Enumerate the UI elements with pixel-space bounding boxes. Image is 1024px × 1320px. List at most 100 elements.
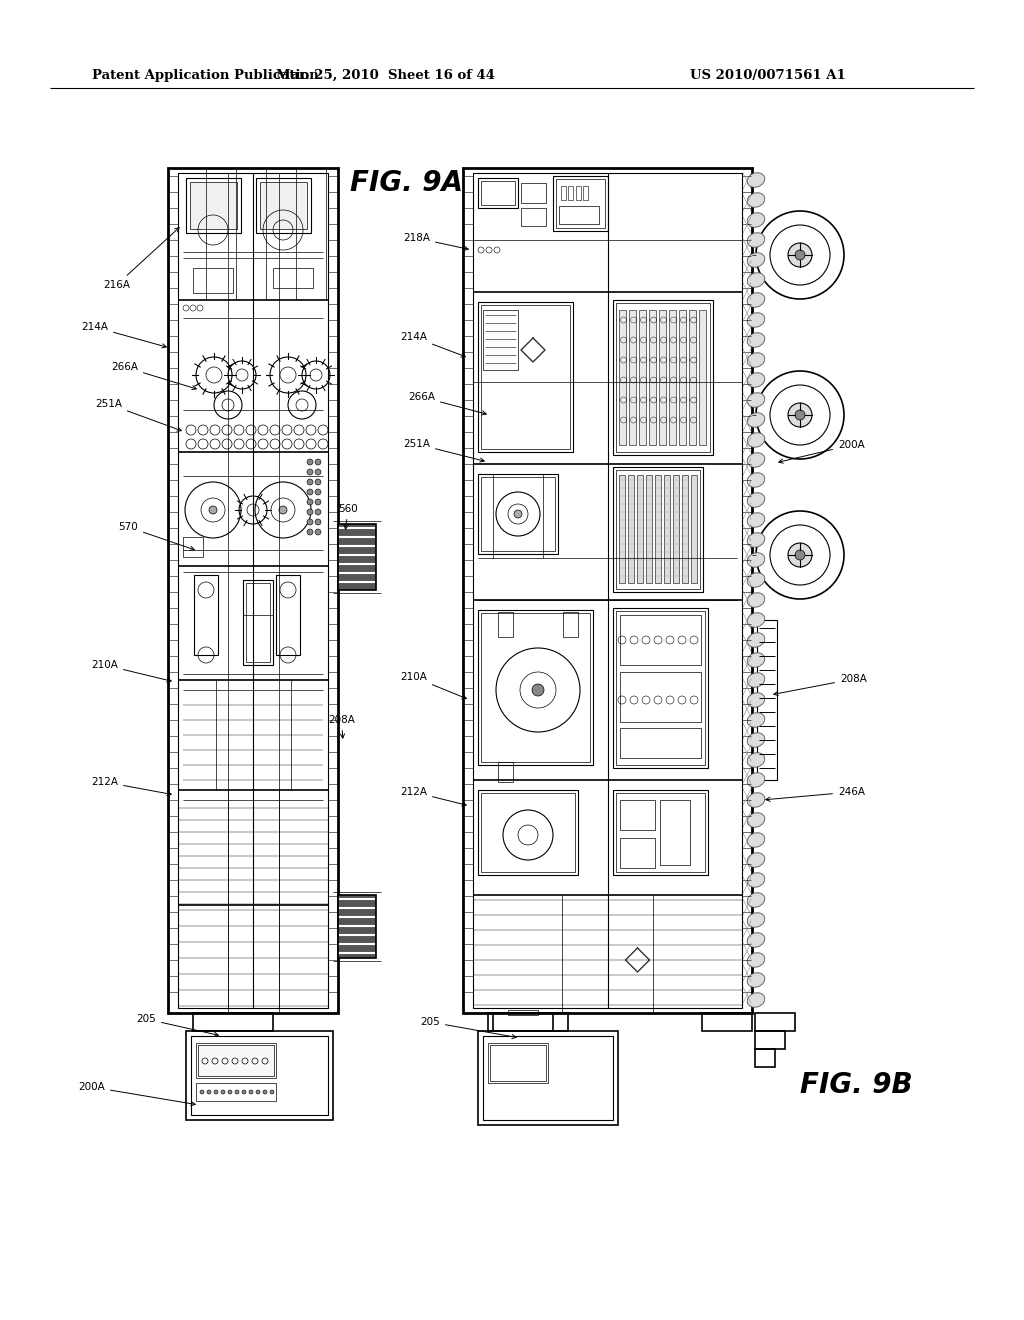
Ellipse shape xyxy=(748,772,765,787)
Bar xyxy=(463,168,752,1012)
Bar xyxy=(488,1043,548,1082)
Bar xyxy=(563,612,578,638)
Circle shape xyxy=(249,1090,253,1094)
Bar xyxy=(620,672,700,722)
Bar xyxy=(508,1010,538,1015)
Bar xyxy=(191,1036,328,1115)
Circle shape xyxy=(315,499,321,506)
Bar xyxy=(498,762,513,781)
Bar xyxy=(755,1012,795,1031)
Ellipse shape xyxy=(748,912,765,927)
Text: 214A: 214A xyxy=(400,333,465,358)
Bar xyxy=(646,475,652,583)
Ellipse shape xyxy=(748,593,765,607)
Ellipse shape xyxy=(748,973,765,987)
Circle shape xyxy=(307,469,313,475)
Bar xyxy=(618,310,626,445)
Bar xyxy=(559,206,599,224)
Circle shape xyxy=(228,1090,232,1094)
Bar xyxy=(659,310,666,445)
Text: US 2010/0071561 A1: US 2010/0071561 A1 xyxy=(690,69,846,82)
Circle shape xyxy=(207,1090,211,1094)
Text: 216A: 216A xyxy=(103,227,179,290)
Bar xyxy=(168,168,338,1012)
Bar xyxy=(273,268,313,288)
Bar xyxy=(276,576,300,655)
Bar xyxy=(478,610,593,766)
Text: 210A: 210A xyxy=(91,660,171,682)
Bar xyxy=(478,1031,618,1125)
Text: 560: 560 xyxy=(338,504,358,529)
Bar xyxy=(620,800,654,830)
Text: 208A: 208A xyxy=(774,675,867,696)
Text: 200A: 200A xyxy=(78,1082,196,1106)
Ellipse shape xyxy=(748,393,765,408)
Circle shape xyxy=(788,543,812,568)
Circle shape xyxy=(221,1090,225,1094)
Ellipse shape xyxy=(748,612,765,627)
Bar xyxy=(612,300,713,455)
Bar xyxy=(196,1043,276,1078)
Ellipse shape xyxy=(748,433,765,447)
Ellipse shape xyxy=(748,193,765,207)
Ellipse shape xyxy=(748,873,765,887)
Bar xyxy=(702,1012,752,1031)
Ellipse shape xyxy=(748,293,765,308)
Circle shape xyxy=(788,243,812,267)
Bar xyxy=(246,583,270,663)
Bar xyxy=(190,182,237,228)
Circle shape xyxy=(214,1090,218,1094)
Bar xyxy=(669,310,676,445)
Ellipse shape xyxy=(748,553,765,568)
Bar xyxy=(649,310,656,445)
Bar xyxy=(483,1036,613,1119)
Bar xyxy=(620,838,654,869)
Bar xyxy=(691,475,697,583)
Ellipse shape xyxy=(748,213,765,227)
Bar xyxy=(612,789,708,875)
Bar xyxy=(659,800,689,865)
Circle shape xyxy=(514,510,522,517)
Ellipse shape xyxy=(748,953,765,968)
Bar xyxy=(757,620,777,780)
Ellipse shape xyxy=(748,173,765,187)
Bar xyxy=(553,176,608,231)
Bar xyxy=(196,1082,276,1101)
Text: 214A: 214A xyxy=(81,322,166,348)
Circle shape xyxy=(315,510,321,515)
Circle shape xyxy=(270,1090,274,1094)
Ellipse shape xyxy=(748,252,765,267)
Text: 246A: 246A xyxy=(766,787,865,801)
Bar xyxy=(755,1049,775,1067)
Circle shape xyxy=(315,488,321,495)
Bar xyxy=(481,477,555,550)
Bar xyxy=(637,475,643,583)
Ellipse shape xyxy=(748,232,765,247)
Bar xyxy=(243,579,273,665)
Ellipse shape xyxy=(748,933,765,948)
Bar xyxy=(490,1045,546,1081)
Bar xyxy=(186,178,241,234)
Bar xyxy=(478,178,518,209)
Bar xyxy=(260,182,307,228)
Bar xyxy=(556,180,605,228)
Circle shape xyxy=(307,499,313,506)
Bar xyxy=(521,183,546,203)
Bar xyxy=(612,609,708,768)
Bar xyxy=(193,268,233,293)
Ellipse shape xyxy=(748,892,765,907)
Bar xyxy=(338,895,376,958)
Text: Mar. 25, 2010  Sheet 16 of 44: Mar. 25, 2010 Sheet 16 of 44 xyxy=(275,69,495,82)
Ellipse shape xyxy=(748,512,765,527)
Circle shape xyxy=(307,459,313,465)
Circle shape xyxy=(209,506,217,513)
Bar xyxy=(679,310,686,445)
Circle shape xyxy=(795,550,805,560)
Ellipse shape xyxy=(748,752,765,767)
Ellipse shape xyxy=(748,313,765,327)
Text: 210A: 210A xyxy=(400,672,466,698)
Bar xyxy=(620,729,700,758)
Ellipse shape xyxy=(748,793,765,808)
Circle shape xyxy=(242,1090,246,1094)
Text: 212A: 212A xyxy=(91,777,171,796)
